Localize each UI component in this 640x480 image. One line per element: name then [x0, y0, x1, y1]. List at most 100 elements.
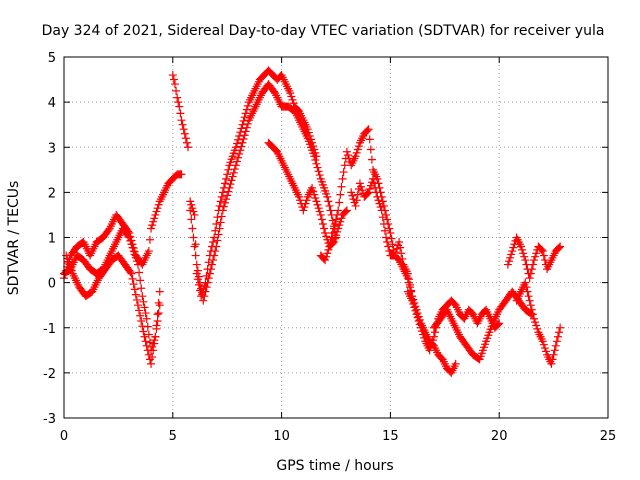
data-point: [141, 337, 150, 346]
series-sat-track-m: [512, 278, 565, 368]
data-point: [239, 134, 248, 143]
data-point: [212, 219, 221, 228]
data-point: [148, 221, 157, 230]
data-point: [236, 146, 245, 155]
data-point: [533, 324, 542, 333]
data-point: [153, 204, 162, 213]
data-point: [324, 245, 333, 254]
series-sat-track-e: [186, 66, 321, 301]
data-point: [335, 198, 344, 207]
data-point: [518, 245, 527, 254]
data-point: [503, 260, 512, 269]
data-point: [385, 224, 394, 233]
data-point: [149, 339, 158, 348]
data-point: [234, 135, 243, 144]
data-point: [190, 210, 199, 219]
data-point: [177, 116, 186, 125]
data-point: [302, 196, 311, 205]
data-point: [137, 316, 146, 325]
x-tick-label: 25: [600, 429, 617, 444]
data-point: [219, 202, 228, 211]
data-point: [152, 321, 161, 330]
data-point: [343, 151, 352, 160]
data-point: [234, 153, 243, 162]
data-point: [192, 260, 201, 269]
data-point: [133, 260, 142, 269]
data-point: [364, 125, 373, 134]
data-point: [541, 347, 550, 356]
data-point: [391, 248, 400, 257]
data-point: [325, 201, 334, 210]
data-point: [180, 129, 189, 138]
data-point: [154, 200, 163, 209]
data-point: [315, 207, 324, 216]
data-point: [127, 269, 136, 278]
y-tick-label: 1: [48, 232, 56, 247]
data-point: [186, 206, 195, 215]
data-point: [232, 139, 241, 148]
data-point: [521, 278, 530, 287]
data-point: [238, 120, 247, 129]
data-point: [136, 311, 145, 320]
data-point: [215, 224, 224, 233]
data-point: [231, 161, 240, 170]
data-point: [315, 171, 324, 180]
data-point: [397, 249, 406, 258]
data-point: [526, 269, 535, 278]
data-point: [242, 123, 251, 132]
data-point: [538, 337, 547, 346]
data-point: [142, 314, 151, 323]
data-point: [177, 170, 186, 179]
data-point: [507, 250, 516, 259]
data-point: [322, 232, 331, 241]
data-point: [385, 247, 394, 256]
data-point: [384, 242, 393, 251]
data-point: [353, 190, 362, 199]
data-point: [378, 213, 387, 222]
data-point: [530, 314, 539, 323]
data-point: [131, 253, 140, 262]
data-point: [199, 296, 208, 305]
data-point: [504, 257, 513, 266]
data-point: [170, 80, 179, 89]
data-point: [236, 128, 245, 137]
data-point: [151, 332, 160, 341]
data-point: [317, 215, 326, 224]
data-point: [341, 207, 350, 216]
data-point: [404, 275, 413, 284]
data-point: [152, 207, 161, 216]
data-point: [240, 131, 249, 140]
y-tick-label: 3: [48, 141, 56, 156]
data-point: [205, 269, 214, 278]
data-point: [528, 310, 537, 319]
data-point: [143, 322, 152, 331]
data-point: [551, 341, 560, 350]
data-point: [357, 182, 366, 191]
data-point: [549, 350, 558, 359]
y-tick-label: -1: [43, 322, 56, 337]
data-point: [516, 242, 525, 251]
data-point: [176, 109, 185, 118]
data-point: [153, 316, 162, 325]
data-point: [352, 196, 361, 205]
data-point: [201, 287, 210, 296]
data-point: [416, 323, 425, 332]
data-point: [556, 242, 565, 251]
data-point: [133, 301, 142, 310]
data-point: [311, 194, 320, 203]
data-point: [128, 243, 137, 252]
data-point: [320, 224, 329, 233]
data-point: [210, 251, 219, 260]
data-point: [354, 142, 363, 151]
data-point: [312, 159, 321, 168]
data-point: [524, 292, 533, 301]
data-point: [525, 274, 534, 283]
data-point: [144, 330, 153, 339]
data-point: [299, 206, 308, 215]
data-point: [383, 238, 392, 247]
data-point: [289, 99, 298, 108]
series-sat-track-b: [62, 251, 164, 368]
x-tick-label: 5: [169, 429, 177, 444]
data-point: [521, 256, 530, 265]
